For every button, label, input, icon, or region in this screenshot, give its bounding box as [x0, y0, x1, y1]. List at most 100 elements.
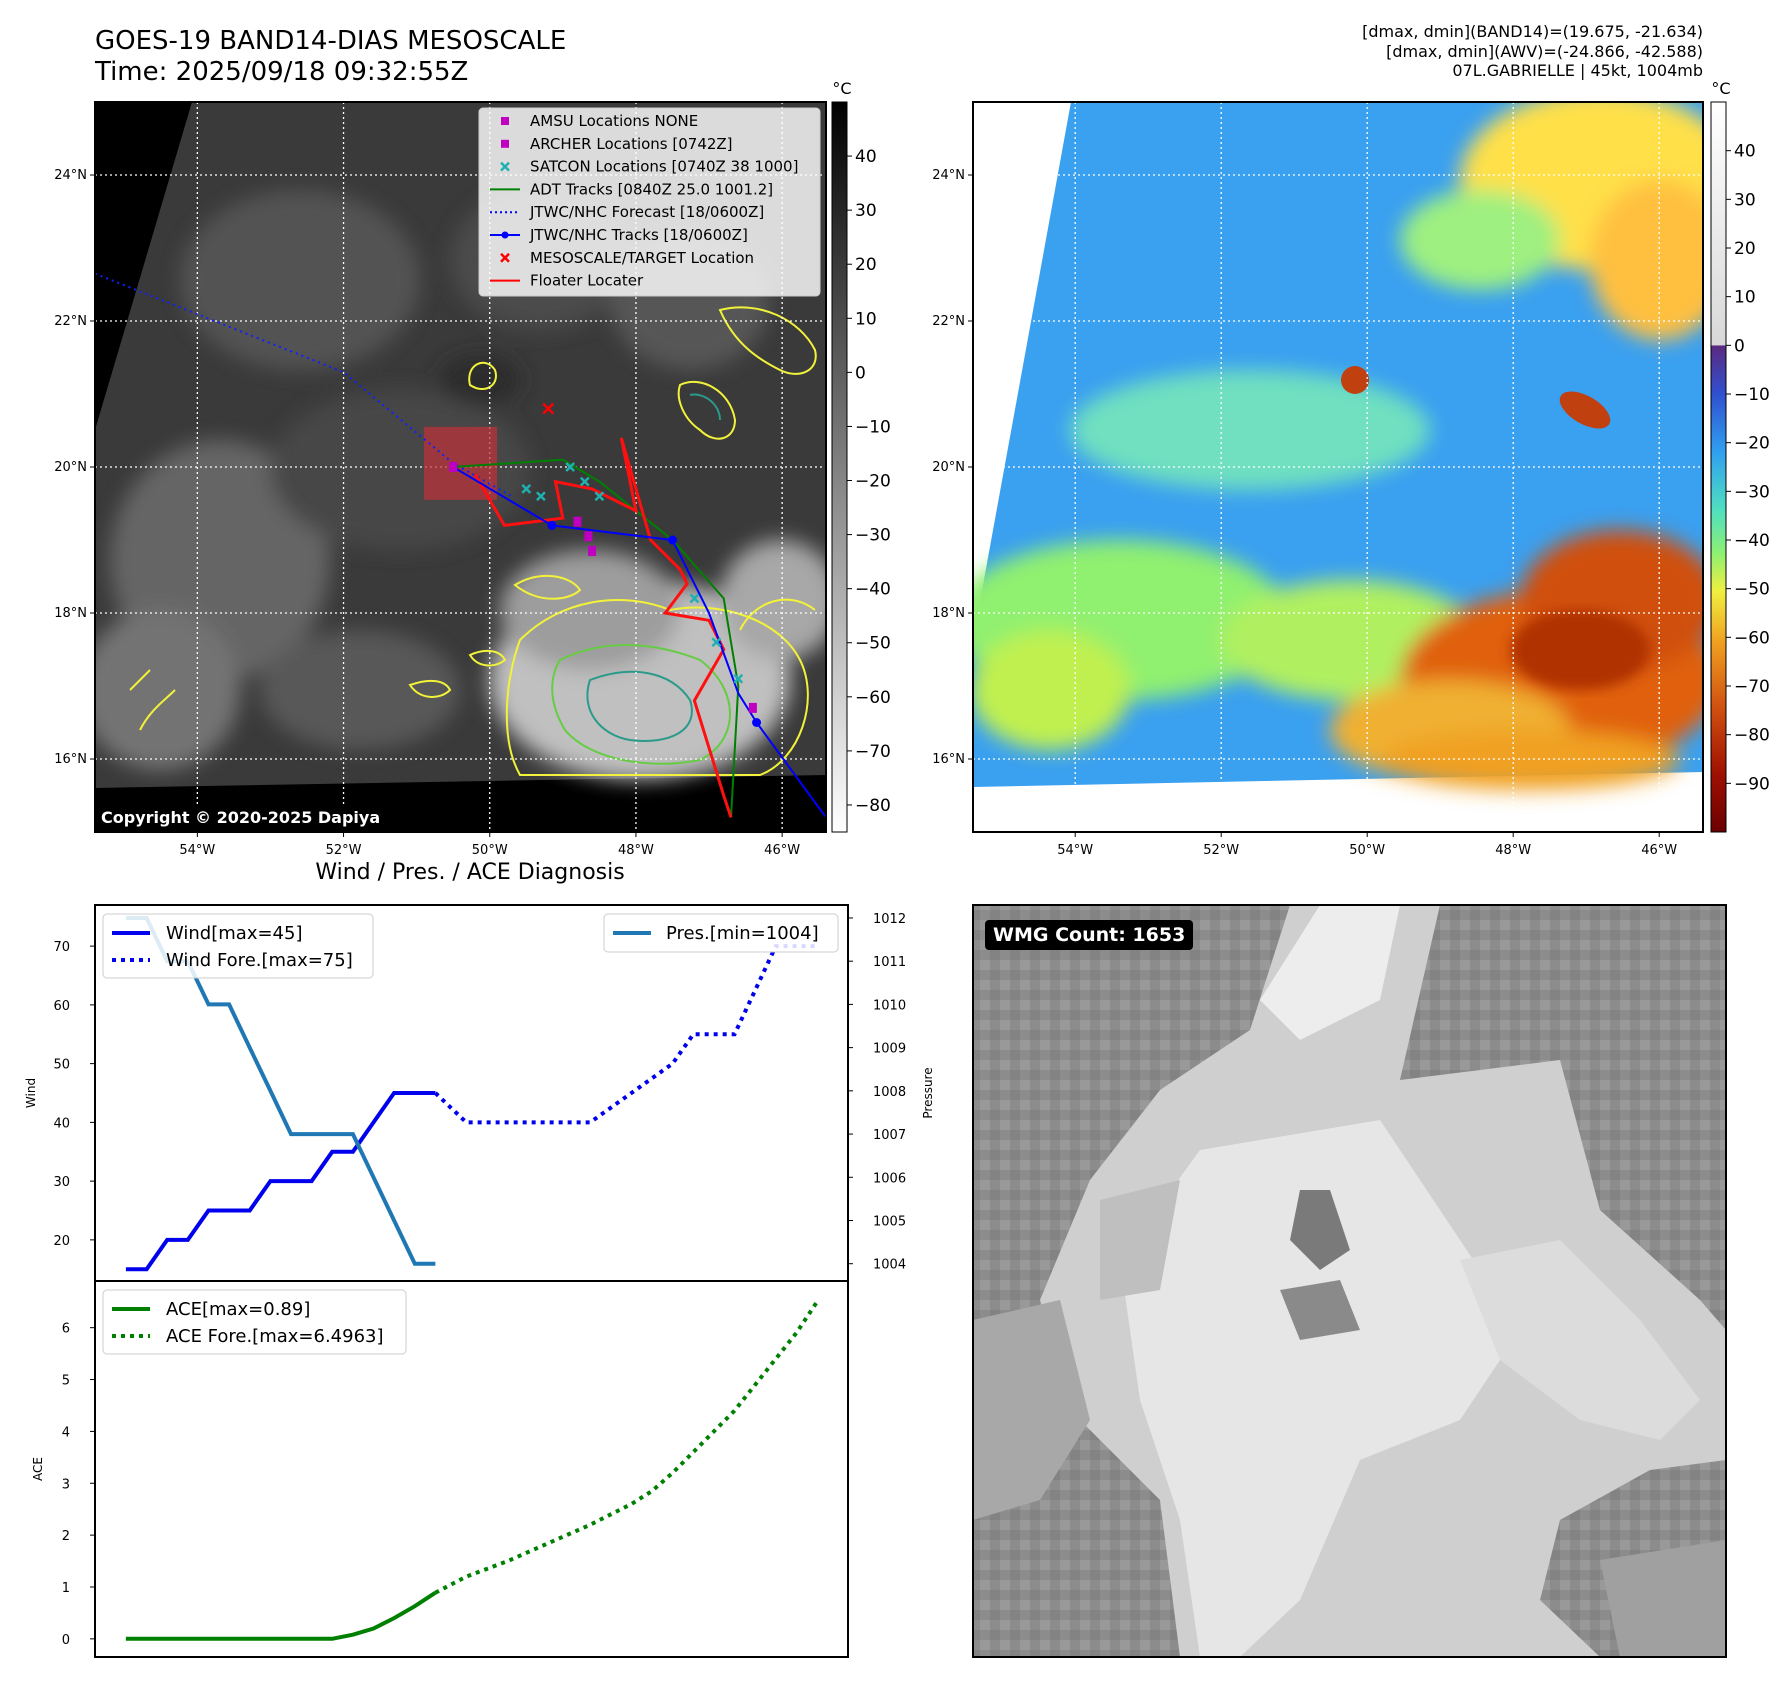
satcon-marker [536, 491, 546, 502]
legend-marker [501, 139, 509, 148]
wv-cold-spot [1559, 391, 1611, 429]
ir-tracks [95, 272, 826, 818]
pressure-y-tick-label: 1004 [873, 1258, 906, 1273]
colorbar-tick-label: 0 [1734, 336, 1745, 356]
mesoscale-box [423, 426, 498, 500]
wv-cold-spot [1510, 610, 1650, 690]
wv-colorbar-bar [1710, 101, 1727, 833]
wmg-count-label: WMG Count: 1653 [985, 920, 1194, 950]
ace-y-tick-label: 0 [62, 1633, 70, 1648]
colorbar-tick-label: 40 [855, 147, 877, 167]
wind-legend-label: Wind[max=45] [166, 923, 303, 944]
lon-tick-label: 46°W [1641, 843, 1677, 858]
lat-tick-label: 22°N [54, 314, 87, 329]
lat-tick-label: 24°N [932, 168, 965, 183]
satcon-marker [711, 637, 722, 648]
lon-tick-label: 54°W [1057, 843, 1093, 858]
colorbar-tick-label: 40 [1734, 142, 1756, 162]
legend-label: AMSU Locations NONE [530, 112, 698, 130]
pressure-y-tick-label: 1011 [873, 955, 906, 970]
lat-tick-label: 20°N [932, 460, 965, 475]
legend-label: Floater Locater [530, 272, 644, 290]
pressure-legend-label: Pres.[min=1004] [666, 923, 819, 944]
archer-marker [584, 531, 593, 542]
wv-colorbar: 40 30 20 10 0 −10 −20 −30 −40 −50 −60 −70 −80 −90 °C [1710, 79, 1770, 833]
colorbar-tick-label: −20 [855, 472, 891, 492]
archer-marker [748, 702, 757, 713]
colorbar-tick-label: −40 [855, 580, 891, 600]
legend-marker [501, 117, 509, 125]
colorbar-unit-label: °C [832, 79, 851, 98]
jtwc-track-point [667, 535, 677, 545]
legend-label: SATCON Locations [0740Z 38 1000] [530, 158, 798, 176]
legend-label: ARCHER Locations [0742Z] [530, 135, 733, 153]
lon-tick-label: 48°W [618, 843, 654, 858]
ace-y-tick-label: 2 [62, 1529, 70, 1544]
lon-tick-label: 52°W [326, 843, 362, 858]
ace-series-line [125, 1591, 437, 1641]
wv-cold-spot [1341, 366, 1369, 394]
lon-tick-label: 54°W [179, 843, 215, 858]
series-line [125, 1091, 436, 1272]
wv-map-panel: 54°W 52°W 50°W 48°W 46°W 24°N 22°N 20°N 18°N 16°N [932, 101, 1704, 858]
pressure-y-axis-label: Pressure [921, 1067, 935, 1118]
legend-marker [500, 161, 510, 172]
ace-y-tick-label: 4 [62, 1425, 70, 1440]
colorbar-tick-label: −10 [1734, 385, 1770, 405]
jtwc-track-point [547, 520, 557, 530]
colorbar-tick-label: −50 [1734, 580, 1770, 600]
legend-label: JTWC/NHC Tracks [18/0600Z] [529, 226, 748, 244]
colorbar-tick-label: −50 [855, 634, 891, 654]
colorbar-tick-label: −80 [855, 796, 891, 816]
wmg-bright-band [973, 905, 1726, 1657]
ace-y-tick-label: 3 [62, 1477, 70, 1492]
legend-label: ADT Tracks [0840Z 25.0 1001.2] [530, 180, 773, 198]
figure-title: GOES-19 BAND14-DIAS MESOSCALE Time: 2025… [95, 26, 566, 88]
wv-map-ticks: 54°W 52°W 50°W 48°W 46°W 24°N 22°N 20°N 18°N 16°N [932, 168, 1677, 858]
satcon-marker [733, 673, 744, 684]
target-marker [542, 402, 555, 415]
satcon-marker [689, 593, 700, 604]
ace-legend-label: ACE Fore.[max=6.4963] [166, 1326, 384, 1347]
colorbar-tick-label: −30 [1734, 482, 1770, 502]
ace-y-tick-label: 6 [62, 1322, 70, 1337]
colorbar-tick-label: −60 [1734, 628, 1770, 648]
wind-y-axis-label: Wind [24, 1078, 38, 1108]
pressure-y-tick-label: 1012 [873, 912, 906, 927]
colorbar-tick-label: 10 [1734, 288, 1756, 308]
wind-pressure-panel: 20 30 40 50 60 70 1004 1005 1006 1007 1008 1009 1010… [24, 904, 935, 1282]
ace-y-axis-label: ACE [31, 1457, 45, 1481]
wind-y-tick-label: 30 [53, 1175, 70, 1190]
colorbar-tick-label: 30 [855, 201, 877, 221]
ace-y-tick-label: 5 [62, 1374, 70, 1389]
wind-y-tick-label: 40 [53, 1116, 70, 1131]
colorbar-tick-label: −20 [1734, 434, 1770, 454]
storm-info: [dmax, dmin](BAND14)=(19.675, -21.634) [… [1362, 22, 1703, 81]
colorbar-tick-label: 0 [855, 363, 866, 383]
ir-colorbar: 40 30 20 10 0 −10 −20 −30 −40 −50 −60 −70 −80 °C [831, 79, 891, 833]
wind-y-tick-label: 50 [53, 1058, 70, 1073]
colorbar-tick-label: −70 [1734, 677, 1770, 697]
wind-legend-label: Wind Fore.[max=75] [166, 950, 353, 971]
wv-moisture-texture [973, 102, 1703, 790]
colorbar-tick-label: −80 [1734, 726, 1770, 746]
colorbar-unit-label: °C [1711, 79, 1730, 98]
lon-tick-label: 50°W [1349, 843, 1385, 858]
colorbar-tick-label: 10 [855, 309, 877, 329]
lat-tick-label: 22°N [932, 314, 965, 329]
wind-y-tick-label: 20 [53, 1234, 70, 1249]
lat-tick-label: 18°N [932, 606, 965, 621]
info-line-1: [dmax, dmin](BAND14)=(19.675, -21.634) [1362, 22, 1703, 41]
satcon-marker [565, 462, 576, 472]
lat-tick-label: 24°N [54, 168, 87, 183]
ace-y-tick-label: 1 [62, 1581, 70, 1596]
wv-gridlines [973, 102, 1703, 832]
colorbar-tick-label: −60 [855, 688, 891, 708]
ace-legend-label: ACE[max=0.89] [166, 1299, 310, 1320]
ir-colorbar-bar [831, 101, 848, 833]
ir-map-ticks: 54°W 52°W 50°W 48°W 46°W 24°N 22°N 20°N 18°N 16°N [54, 168, 800, 858]
ace-series-line [434, 1300, 819, 1595]
wmg-frame [972, 904, 1727, 1658]
ace-panel: 0 1 2 3 4 5 6 ACE ACE[max=0.89] ACE Fore.[max=6.4… [31, 1280, 849, 1658]
